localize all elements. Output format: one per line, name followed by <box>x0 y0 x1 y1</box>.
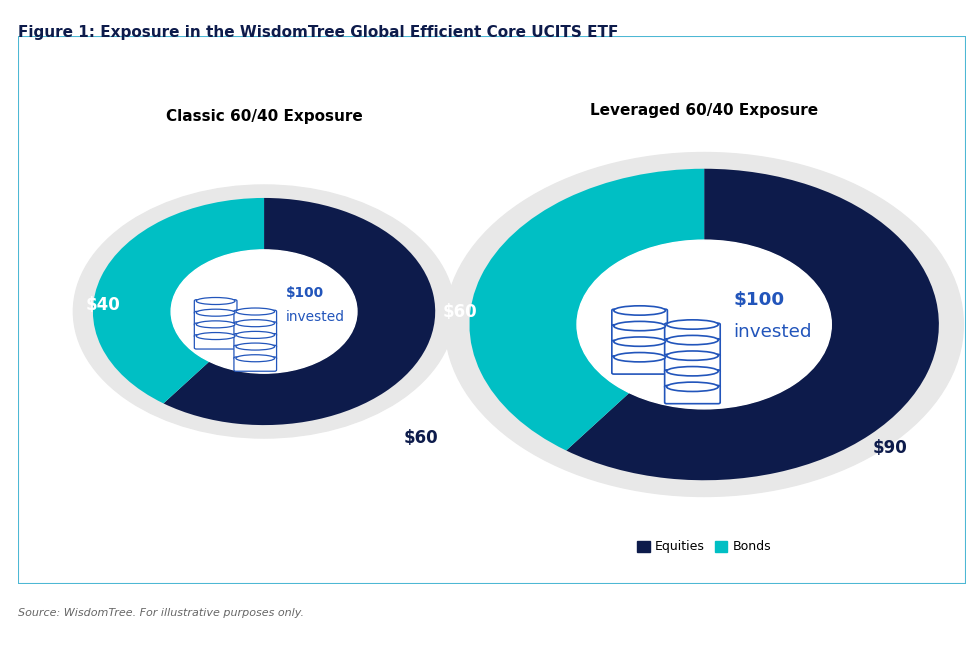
FancyBboxPatch shape <box>234 334 276 348</box>
Ellipse shape <box>666 320 717 329</box>
Ellipse shape <box>666 351 717 360</box>
FancyBboxPatch shape <box>612 324 666 343</box>
FancyBboxPatch shape <box>194 335 236 349</box>
Ellipse shape <box>614 306 664 315</box>
Ellipse shape <box>235 355 275 361</box>
FancyBboxPatch shape <box>194 300 236 314</box>
FancyBboxPatch shape <box>664 354 719 373</box>
Ellipse shape <box>666 336 717 345</box>
FancyBboxPatch shape <box>612 340 666 358</box>
Text: Leveraged 60/40 Exposure: Leveraged 60/40 Exposure <box>589 103 818 118</box>
Ellipse shape <box>235 332 275 338</box>
Ellipse shape <box>235 343 275 350</box>
Legend: Equities, Bonds: Equities, Bonds <box>632 535 775 558</box>
Ellipse shape <box>196 332 234 339</box>
Text: $100: $100 <box>733 291 784 308</box>
Text: $100: $100 <box>286 286 323 300</box>
FancyBboxPatch shape <box>234 322 276 336</box>
Wedge shape <box>566 169 938 480</box>
Text: Classic 60/40 Exposure: Classic 60/40 Exposure <box>165 109 362 125</box>
Ellipse shape <box>666 382 717 391</box>
FancyBboxPatch shape <box>234 345 276 360</box>
Circle shape <box>576 240 830 409</box>
FancyBboxPatch shape <box>234 357 276 371</box>
Circle shape <box>171 250 357 373</box>
Text: invested: invested <box>733 323 811 341</box>
FancyBboxPatch shape <box>194 312 236 326</box>
FancyBboxPatch shape <box>664 370 719 388</box>
Text: $60: $60 <box>442 302 477 321</box>
Text: Source: WisdomTree. For illustrative purposes only.: Source: WisdomTree. For illustrative pur… <box>18 608 303 618</box>
Ellipse shape <box>614 352 664 362</box>
FancyBboxPatch shape <box>194 323 236 337</box>
Ellipse shape <box>666 367 717 376</box>
Wedge shape <box>163 198 435 425</box>
Text: Figure 1: Exposure in the WisdomTree Global Efficient Core UCITS ETF: Figure 1: Exposure in the WisdomTree Glo… <box>18 25 617 40</box>
Text: $40: $40 <box>85 296 120 314</box>
Ellipse shape <box>614 321 664 331</box>
FancyBboxPatch shape <box>234 310 276 324</box>
Ellipse shape <box>196 297 234 304</box>
Ellipse shape <box>235 308 275 315</box>
FancyBboxPatch shape <box>664 323 719 341</box>
Ellipse shape <box>614 337 664 347</box>
FancyBboxPatch shape <box>612 356 666 374</box>
Text: $90: $90 <box>871 439 907 457</box>
Ellipse shape <box>196 321 234 328</box>
FancyBboxPatch shape <box>612 309 666 327</box>
Ellipse shape <box>196 309 234 316</box>
Text: invested: invested <box>286 310 345 324</box>
FancyBboxPatch shape <box>664 339 719 357</box>
FancyBboxPatch shape <box>18 36 965 584</box>
Circle shape <box>73 185 454 438</box>
Wedge shape <box>469 169 703 450</box>
Text: $60: $60 <box>403 429 438 447</box>
Wedge shape <box>93 198 264 404</box>
FancyBboxPatch shape <box>664 386 719 404</box>
Circle shape <box>445 153 962 496</box>
Ellipse shape <box>235 320 275 326</box>
